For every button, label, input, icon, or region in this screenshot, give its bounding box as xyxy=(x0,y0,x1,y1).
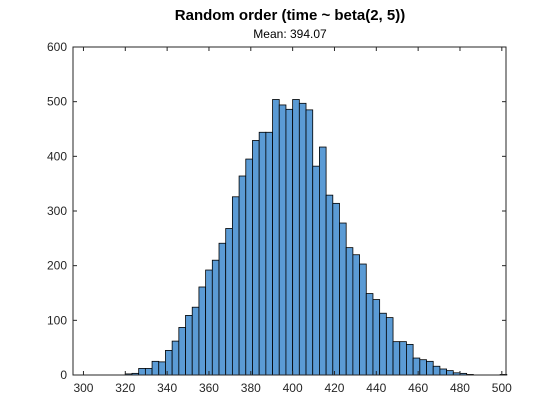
histogram-bar xyxy=(392,341,401,376)
y-tick-label: 200 xyxy=(47,259,67,273)
x-tick-label: 440 xyxy=(366,381,386,395)
histogram-bar xyxy=(171,340,180,376)
histogram-bar xyxy=(191,306,200,376)
histogram-bar xyxy=(285,108,294,376)
y-tick-label: 0 xyxy=(60,368,67,382)
histogram-bar xyxy=(151,360,160,376)
y-tick-label: 300 xyxy=(47,204,67,218)
histogram-bar xyxy=(238,175,247,376)
histogram-bar xyxy=(439,368,447,376)
histogram-bar xyxy=(385,317,394,376)
histogram-bar xyxy=(332,202,340,376)
chart-title: Random order (time ~ beta(2, 5)) xyxy=(175,7,405,24)
histogram-bar xyxy=(231,196,240,376)
histogram-bar xyxy=(218,242,227,376)
x-tick-label: 480 xyxy=(450,381,470,395)
histogram-bar xyxy=(319,146,327,376)
histogram-bar xyxy=(225,228,233,376)
histogram-bar xyxy=(325,194,334,376)
x-tick-label: 460 xyxy=(408,381,428,395)
x-axis-ticks: 300 320 340 360 380 400 420 440 460 480 500 xyxy=(73,47,512,395)
histogram-bar xyxy=(292,99,300,376)
histogram-bar xyxy=(365,293,374,376)
histogram-bar xyxy=(178,327,186,376)
histogram-bar xyxy=(312,165,320,376)
histogram-bar xyxy=(185,315,193,376)
histogram-bar xyxy=(265,131,273,376)
histogram-bar xyxy=(399,341,407,376)
histogram-bar xyxy=(158,361,166,376)
y-tick-label: 100 xyxy=(47,313,67,327)
histogram-bar xyxy=(245,158,253,376)
x-tick-label: 320 xyxy=(115,381,135,395)
histogram-bar xyxy=(359,263,367,376)
x-tick-label: 420 xyxy=(324,381,344,395)
histogram-bar xyxy=(272,99,280,376)
histogram-bars xyxy=(124,99,508,376)
histogram-bar xyxy=(144,368,153,376)
histogram-bar xyxy=(211,259,220,376)
y-tick-label: 600 xyxy=(47,40,67,54)
histogram-bar xyxy=(198,286,207,376)
histogram-bar xyxy=(419,359,427,376)
histogram-bar xyxy=(379,312,387,376)
y-tick-label: 500 xyxy=(47,95,67,109)
histogram-bar xyxy=(252,140,260,376)
histogram-bar xyxy=(298,102,307,376)
histogram-bar xyxy=(205,269,213,376)
x-tick-label: 400 xyxy=(283,381,303,395)
x-tick-label: 500 xyxy=(492,381,512,395)
y-tick-label: 400 xyxy=(47,149,67,163)
chart-subtitle: Mean: 394.07 xyxy=(253,27,327,41)
histogram-bar xyxy=(432,365,441,376)
histogram-bar xyxy=(138,368,146,376)
histogram-bar xyxy=(412,357,421,376)
x-tick-label: 360 xyxy=(199,381,219,395)
histogram-bar xyxy=(278,104,287,376)
histogram-bar xyxy=(446,370,454,376)
histogram-bar xyxy=(345,247,354,376)
y-axis-ticks: 0 100 200 300 400 500 600 xyxy=(47,40,506,382)
x-tick-label: 300 xyxy=(73,381,93,395)
histogram-bar xyxy=(406,343,414,376)
histogram-bar xyxy=(305,109,314,376)
histogram-bar xyxy=(258,131,267,376)
x-tick-label: 380 xyxy=(241,381,261,395)
histogram-bar xyxy=(426,360,434,376)
histogram-bar xyxy=(339,222,347,376)
x-tick-label: 340 xyxy=(157,381,177,395)
histogram-bar xyxy=(372,299,381,376)
histogram-bar xyxy=(165,349,173,376)
histogram-bar xyxy=(352,254,360,376)
